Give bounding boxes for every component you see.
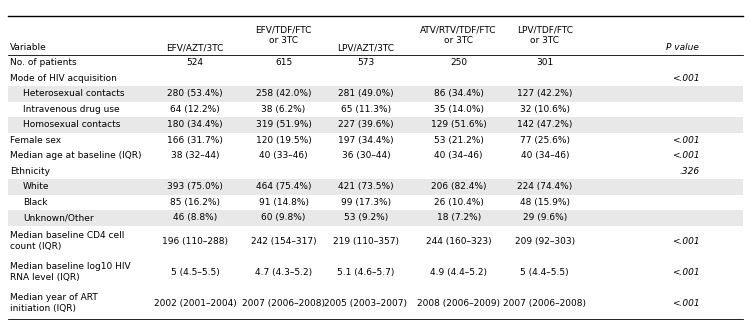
Text: 85 (16.2%): 85 (16.2%) — [170, 198, 220, 207]
Text: 2007 (2006–2008): 2007 (2006–2008) — [242, 299, 325, 308]
Text: 64 (12.2%): 64 (12.2%) — [170, 105, 220, 114]
Text: 258 (42.0%): 258 (42.0%) — [256, 89, 311, 98]
Text: 77 (25.6%): 77 (25.6%) — [520, 136, 570, 145]
Text: 209 (92–303): 209 (92–303) — [514, 237, 575, 246]
Text: LPV/AZT/3TC: LPV/AZT/3TC — [337, 44, 394, 52]
Text: Ethnicity: Ethnicity — [10, 167, 50, 176]
Text: Median baseline CD4 cell
count (IQR): Median baseline CD4 cell count (IQR) — [10, 231, 124, 251]
Text: 280 (53.4%): 280 (53.4%) — [167, 89, 223, 98]
Text: 29 (9.6%): 29 (9.6%) — [523, 213, 567, 222]
Text: LPV/TDF/FTC
or 3TC: LPV/TDF/FTC or 3TC — [517, 26, 573, 45]
Text: 40 (33–46): 40 (33–46) — [259, 151, 308, 160]
Text: 53 (9.2%): 53 (9.2%) — [344, 213, 388, 222]
Text: EFV/TDF/FTC
or 3TC: EFV/TDF/FTC or 3TC — [255, 26, 312, 45]
Bar — [8, 117, 743, 133]
Text: 421 (73.5%): 421 (73.5%) — [338, 182, 394, 191]
Text: 46 (8.8%): 46 (8.8%) — [173, 213, 217, 222]
Text: 86 (34.4%): 86 (34.4%) — [434, 89, 484, 98]
Text: 219 (110–357): 219 (110–357) — [333, 237, 399, 246]
Text: 281 (49.0%): 281 (49.0%) — [338, 89, 394, 98]
Text: Mode of HIV acquisition: Mode of HIV acquisition — [10, 74, 116, 83]
Text: 26 (10.4%): 26 (10.4%) — [434, 198, 484, 207]
Text: <.001: <.001 — [671, 151, 699, 160]
Text: 227 (39.6%): 227 (39.6%) — [338, 120, 394, 129]
Text: 2008 (2006–2009): 2008 (2006–2009) — [417, 299, 500, 308]
Text: 206 (82.4%): 206 (82.4%) — [431, 182, 487, 191]
Text: Median baseline log10 HIV
RNA level (IQR): Median baseline log10 HIV RNA level (IQR… — [10, 262, 131, 282]
Text: 4.7 (4.3–5.2): 4.7 (4.3–5.2) — [255, 268, 312, 277]
Text: 573: 573 — [357, 58, 375, 67]
Text: 129 (51.6%): 129 (51.6%) — [431, 120, 487, 129]
Text: 120 (19.5%): 120 (19.5%) — [255, 136, 312, 145]
Text: 38 (32–44): 38 (32–44) — [171, 151, 219, 160]
Text: <.001: <.001 — [671, 299, 699, 308]
Text: 319 (51.9%): 319 (51.9%) — [255, 120, 312, 129]
Bar — [8, 179, 743, 195]
Text: 393 (75.0%): 393 (75.0%) — [167, 182, 223, 191]
Text: Median age at baseline (IQR): Median age at baseline (IQR) — [10, 151, 141, 160]
Text: <.001: <.001 — [671, 136, 699, 145]
Text: 65 (11.3%): 65 (11.3%) — [341, 105, 391, 114]
Text: Variable: Variable — [10, 44, 47, 52]
Text: <.001: <.001 — [671, 74, 699, 83]
Text: 524: 524 — [187, 58, 204, 67]
Text: 615: 615 — [275, 58, 292, 67]
Text: 5 (4.5–5.5): 5 (4.5–5.5) — [170, 268, 219, 277]
Text: 99 (17.3%): 99 (17.3%) — [341, 198, 391, 207]
Text: 53 (21.2%): 53 (21.2%) — [434, 136, 484, 145]
Text: EFV/AZT/3TC: EFV/AZT/3TC — [167, 44, 224, 52]
Text: 4.9 (4.4–5.2): 4.9 (4.4–5.2) — [430, 268, 487, 277]
Text: 196 (110–288): 196 (110–288) — [162, 237, 228, 246]
Text: 36 (30–44): 36 (30–44) — [342, 151, 391, 160]
Text: 2007 (2006–2008): 2007 (2006–2008) — [503, 299, 587, 308]
Text: 2005 (2003–2007): 2005 (2003–2007) — [324, 299, 408, 308]
Text: 197 (34.4%): 197 (34.4%) — [338, 136, 394, 145]
Text: 40 (34–46): 40 (34–46) — [434, 151, 483, 160]
Text: Female sex: Female sex — [10, 136, 61, 145]
Text: 60 (9.8%): 60 (9.8%) — [261, 213, 306, 222]
Text: Intravenous drug use: Intravenous drug use — [23, 105, 119, 114]
Text: White: White — [23, 182, 50, 191]
Text: 32 (10.6%): 32 (10.6%) — [520, 105, 570, 114]
Text: 250: 250 — [450, 58, 467, 67]
Text: <.001: <.001 — [671, 237, 699, 246]
Text: 127 (42.2%): 127 (42.2%) — [517, 89, 572, 98]
Text: 242 (154–317): 242 (154–317) — [251, 237, 316, 246]
Text: ATV/RTV/TDF/FTC
or 3TC: ATV/RTV/TDF/FTC or 3TC — [421, 26, 497, 45]
Text: 38 (6.2%): 38 (6.2%) — [261, 105, 306, 114]
Bar — [8, 210, 743, 226]
Text: 224 (74.4%): 224 (74.4%) — [517, 182, 572, 191]
Text: 40 (34–46): 40 (34–46) — [520, 151, 569, 160]
Text: Median year of ART
initiation (IQR): Median year of ART initiation (IQR) — [10, 293, 98, 313]
Bar — [8, 86, 743, 102]
Text: 2002 (2001–2004): 2002 (2001–2004) — [154, 299, 237, 308]
Text: 301: 301 — [536, 58, 553, 67]
Text: 18 (7.2%): 18 (7.2%) — [436, 213, 481, 222]
Text: No. of patients: No. of patients — [10, 58, 77, 67]
Text: 91 (14.8%): 91 (14.8%) — [258, 198, 309, 207]
Text: <.001: <.001 — [671, 268, 699, 277]
Text: .326: .326 — [679, 167, 699, 176]
Text: 180 (34.4%): 180 (34.4%) — [167, 120, 223, 129]
Text: 244 (160–323): 244 (160–323) — [426, 237, 491, 246]
Text: 166 (31.7%): 166 (31.7%) — [167, 136, 223, 145]
Text: Black: Black — [23, 198, 47, 207]
Text: 48 (15.9%): 48 (15.9%) — [520, 198, 570, 207]
Text: P value: P value — [666, 44, 699, 52]
Text: Unknown/Other: Unknown/Other — [23, 213, 94, 222]
Text: 142 (47.2%): 142 (47.2%) — [517, 120, 572, 129]
Text: 35 (14.0%): 35 (14.0%) — [433, 105, 484, 114]
Text: 5 (4.4–5.5): 5 (4.4–5.5) — [520, 268, 569, 277]
Text: Homosexual contacts: Homosexual contacts — [23, 120, 120, 129]
Text: 5.1 (4.6–5.7): 5.1 (4.6–5.7) — [337, 268, 394, 277]
Text: 464 (75.4%): 464 (75.4%) — [256, 182, 311, 191]
Text: Heterosexual contacts: Heterosexual contacts — [23, 89, 125, 98]
